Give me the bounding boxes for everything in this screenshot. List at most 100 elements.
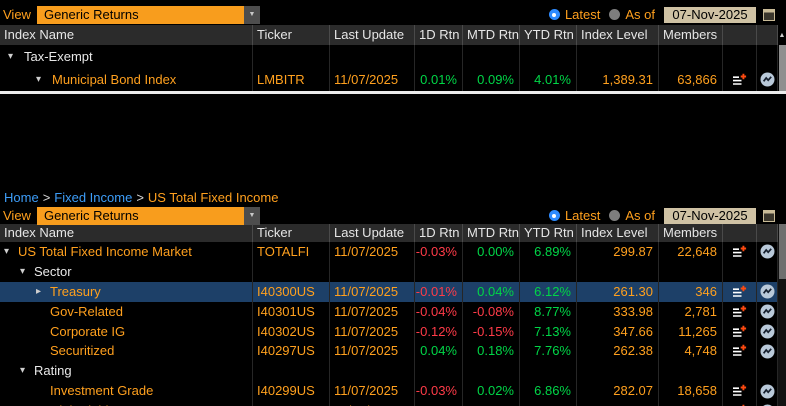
column-header[interactable]: YTD Rtn (520, 224, 577, 242)
column-header[interactable]: Last Update (330, 224, 415, 242)
line-chart-icon[interactable] (757, 341, 778, 362)
tree-expanded-icon[interactable]: ▾ (4, 246, 10, 257)
view-dropdown-value[interactable]: Generic Returns (36, 206, 244, 225)
members-cell: 2,781 (659, 301, 723, 322)
latest-radio[interactable] (548, 210, 560, 221)
index-name-cell[interactable]: ▾ Municipal Bond Index (0, 68, 253, 91)
tree-collapsed-icon[interactable]: ▸ (36, 285, 42, 297)
asof-label[interactable]: As of (625, 7, 655, 22)
table-row[interactable]: Investment Grade I40299US 11/07/2025 -0.03%… (0, 381, 778, 402)
index-name-cell[interactable]: ▾ US Total Fixed Income Market (0, 242, 253, 262)
breadcrumb-fixed-income[interactable]: Fixed Income (54, 190, 133, 205)
mtd-return-cell: -0.14% (463, 401, 520, 406)
table-row[interactable]: ▾High YieldI40298US11/07/2025-0.04%-0.14… (0, 401, 778, 406)
column-header[interactable]: Ticker (253, 25, 330, 45)
ytd-return-cell: 6.86% (520, 381, 577, 402)
table-row[interactable]: ▾ Rating (0, 361, 778, 382)
table-row[interactable]: ▾ Municipal Bond Index LMBITR 11/07/2025 0.0… (0, 68, 778, 91)
scrollbar[interactable]: ▲ (778, 29, 786, 95)
line-chart-icon[interactable] (757, 242, 778, 262)
index-name-cell[interactable]: Gov-Related (0, 301, 253, 322)
column-header[interactable]: Last Update (330, 25, 415, 45)
column-header[interactable]: Members (659, 224, 723, 242)
ticker-cell (253, 361, 330, 382)
column-header[interactable]: Ticker (253, 224, 330, 242)
1d-return-cell (415, 361, 463, 382)
table-row[interactable]: ▾ Tax-Exempt (0, 45, 778, 68)
index-name-cell[interactable]: ▸ Treasury (0, 281, 253, 302)
add-to-monitor-icon[interactable] (723, 381, 757, 402)
index-name-label: High Yield (50, 401, 109, 406)
latest-label[interactable]: Latest (564, 208, 601, 223)
add-to-monitor-icon[interactable] (723, 341, 757, 362)
column-header[interactable]: Index Name (0, 25, 253, 45)
index-level-cell: 262.38 (577, 341, 659, 362)
1d-return-cell: -0.04% (415, 301, 463, 322)
asof-radio[interactable] (609, 210, 621, 221)
column-header[interactable]: Members (659, 25, 723, 45)
ticker-cell: I40298US (253, 401, 330, 406)
members-cell: 63,866 (659, 68, 723, 91)
add-to-monitor-icon[interactable] (723, 68, 757, 91)
view-bar: View Generic Returns ▼ Latest As of 07-N… (0, 206, 786, 225)
dropdown-arrow-icon[interactable]: ▼ (243, 206, 260, 225)
index-name-cell[interactable]: ▾ Sector (0, 261, 253, 282)
view-dropdown[interactable]: Generic Returns ▼ (36, 5, 260, 24)
asof-label[interactable]: As of (625, 208, 655, 223)
table-row[interactable]: ▾ Sector (0, 261, 778, 282)
asof-radio[interactable] (609, 9, 621, 20)
index-name-cell[interactable]: Securitized (0, 341, 253, 362)
ticker-cell: I40300US (253, 281, 330, 302)
add-to-monitor-icon[interactable] (723, 401, 757, 406)
tree-expanded-icon[interactable]: ▾ (20, 365, 26, 377)
table-row[interactable]: Gov-Related I40301US 11/07/2025 -0.04% -0.08… (0, 301, 778, 322)
index-name-cell[interactable]: ▾ Tax-Exempt (0, 45, 253, 68)
add-to-monitor-icon[interactable] (723, 281, 757, 302)
dropdown-arrow-icon[interactable]: ▼ (243, 5, 260, 24)
column-header[interactable]: Index Name (0, 224, 253, 242)
line-chart-icon[interactable] (757, 68, 778, 91)
column-header[interactable]: Index Level (577, 224, 659, 242)
latest-radio[interactable] (548, 9, 560, 20)
add-to-monitor-icon[interactable] (723, 321, 757, 342)
line-chart-icon[interactable] (757, 381, 778, 402)
index-name-label: Sector (34, 263, 72, 279)
view-dropdown[interactable]: Generic Returns ▼ (36, 206, 260, 225)
scrollbar-thumb[interactable] (778, 224, 786, 279)
table-row[interactable]: ▸ Treasury I40300US 11/07/2025 -0.01% 0.04% 6.… (0, 281, 778, 302)
column-header[interactable]: MTD Rtn (463, 25, 520, 45)
index-name-cell[interactable]: Investment Grade (0, 381, 253, 402)
index-name-cell[interactable]: ▾High Yield (0, 401, 253, 406)
table-row[interactable]: ▾ US Total Fixed Income Market TOTALFI 11/0… (0, 242, 778, 262)
scrollbar[interactable] (778, 224, 786, 406)
view-dropdown-value[interactable]: Generic Returns (36, 5, 244, 24)
scrollbar-thumb[interactable] (778, 45, 786, 94)
add-to-monitor-icon[interactable] (723, 301, 757, 322)
column-header[interactable]: MTD Rtn (463, 224, 520, 242)
breadcrumb-home[interactable]: Home (4, 190, 39, 205)
scroll-up-icon[interactable]: ▲ (778, 32, 786, 39)
table-row[interactable]: Securitized I40297US 11/07/2025 0.04% 0.18% 7… (0, 341, 778, 362)
calendar-icon[interactable] (763, 8, 775, 21)
line-chart-icon[interactable] (757, 281, 778, 302)
tree-expanded-icon[interactable]: ▾ (36, 401, 50, 406)
tree-expanded-icon[interactable]: ▾ (20, 265, 26, 277)
calendar-icon[interactable] (763, 209, 775, 222)
table-row[interactable]: Corporate IG I40302US 11/07/2025 -0.12% -0.1… (0, 321, 778, 342)
latest-label[interactable]: Latest (564, 7, 601, 22)
date-field[interactable]: 07-Nov-2025 (664, 207, 756, 224)
add-to-monitor-icon[interactable] (723, 242, 757, 262)
column-header[interactable]: 1D Rtn (415, 25, 463, 45)
ticker-cell (253, 45, 330, 68)
column-header[interactable]: Index Level (577, 25, 659, 45)
column-header[interactable]: YTD Rtn (520, 25, 577, 45)
tree-expanded-icon[interactable]: ▾ (8, 51, 14, 62)
tree-expanded-icon[interactable]: ▾ (36, 74, 42, 85)
index-name-cell[interactable]: ▾ Rating (0, 361, 253, 382)
index-name-cell[interactable]: Corporate IG (0, 321, 253, 342)
column-header[interactable]: 1D Rtn (415, 224, 463, 242)
line-chart-icon[interactable] (757, 401, 778, 406)
line-chart-icon[interactable] (757, 321, 778, 342)
line-chart-icon[interactable] (757, 301, 778, 322)
date-field[interactable]: 07-Nov-2025 (664, 6, 756, 23)
